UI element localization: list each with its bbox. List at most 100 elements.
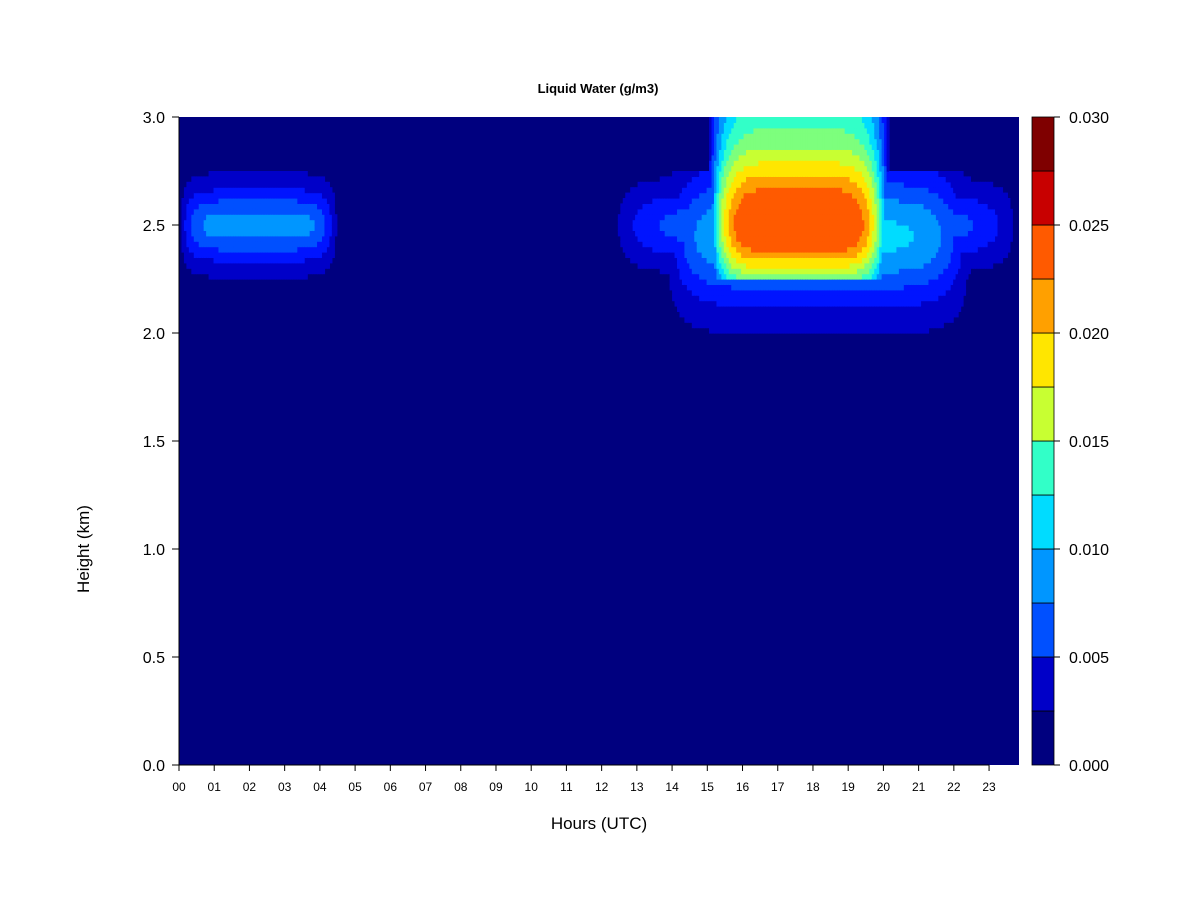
heatmap-cell [738,203,742,210]
heatmap-cell [215,230,220,237]
heatmap-cell [824,187,829,194]
heatmap-cell [891,171,895,177]
heatmap-cell [805,273,809,280]
heatmap-cell [186,214,190,221]
heatmap-cell [856,117,861,123]
heatmap-cell [302,257,306,264]
heatmap-cell [324,257,328,264]
heatmap-cell [889,230,893,237]
heatmap-cell [849,230,853,237]
heatmap-cell [755,230,759,237]
heatmap-cell [312,181,316,188]
heatmap-cell [657,235,661,242]
heatmap-cell [834,246,838,253]
heatmap-cell [844,133,848,140]
heatmap-cell [854,316,858,323]
heatmap-cell [262,176,266,183]
heatmap-cell [859,246,863,253]
heatmap-cell [817,306,821,312]
heatmap-cell [866,214,870,221]
heatmap-cell [622,203,626,210]
heatmap-cell [198,203,202,210]
heatmap-cell [243,225,247,231]
heatmap-cell [686,203,690,210]
heatmap-cell [255,235,259,242]
heatmap-cell [181,235,185,242]
heatmap-cell [260,241,264,248]
heatmap-cell [829,306,833,312]
heatmap-cell [822,144,826,150]
heatmap-cell [787,322,792,329]
heatmap-cell [218,257,222,264]
heatmap-cell [294,225,298,231]
heatmap-cell [238,187,242,194]
heatmap-cell [763,246,767,253]
heatmap-cell [743,252,747,258]
heatmap-cell [203,198,207,204]
heatmap-cell [812,219,816,226]
heatmap-cell [854,273,858,280]
heatmap-cell [741,165,745,172]
heatmap-cell [812,208,816,215]
heatmap-cell [783,300,787,307]
heatmap-cell [684,279,688,285]
heatmap-cell [319,198,323,204]
heatmap-cell [255,252,259,258]
heatmap-cell [839,327,843,334]
heatmap-cell [248,214,252,221]
heatmap-cell [677,252,681,258]
heatmap-cell [640,208,644,215]
heatmap-cell [689,273,693,280]
heatmap-cell [292,219,296,226]
heatmap-cell [807,198,811,204]
heatmap-cell [225,252,229,258]
heatmap-cell [783,268,787,275]
heatmap-cell [738,181,742,188]
heatmap-cell [188,198,192,204]
heatmap-cell [282,214,286,221]
heatmap-cell [642,181,646,188]
heatmap-cell [763,279,767,285]
heatmap-cell [637,257,641,264]
heatmap-cell [778,246,782,253]
heatmap-cell [869,165,873,172]
heatmap-cell [716,122,720,129]
heatmap-cell [800,171,804,177]
heatmap-cell [822,214,826,221]
heatmap-cell [879,316,883,323]
heatmap-cell [876,122,880,129]
heatmap-cell [294,257,298,264]
heatmap-cell [763,252,767,258]
heatmap-cell [265,187,269,194]
heatmap-cell [733,279,737,285]
heatmap-cell [748,246,752,253]
heatmap-cell [750,171,755,177]
heatmap-cell [802,257,806,264]
heatmap-cell [768,144,772,150]
heatmap-cell [763,273,767,280]
heatmap-cell [844,300,848,307]
heatmap-cell [901,316,905,323]
heatmap-cell [879,327,883,334]
heatmap-cell [886,192,890,199]
heatmap-cell [748,225,752,231]
heatmap-cell [726,284,730,291]
heatmap-cell [802,144,806,150]
heatmap-cell [743,322,747,329]
heatmap-cell [763,257,767,264]
heatmap-cell [778,171,782,177]
heatmap-cell [644,246,649,253]
heatmap-cell [891,279,895,285]
heatmap-cell [193,268,197,275]
heatmap-cell [307,230,311,237]
heatmap-cell [750,225,755,231]
heatmap-cell [748,295,752,302]
heatmap-cell [795,149,799,156]
heatmap-cell [889,306,893,312]
heatmap-cell [770,241,774,248]
heatmap-cell [183,252,187,258]
heatmap-cell [309,252,313,258]
heatmap-cell [807,127,811,134]
heatmap-cell [856,149,861,156]
heatmap-cell [635,219,639,226]
